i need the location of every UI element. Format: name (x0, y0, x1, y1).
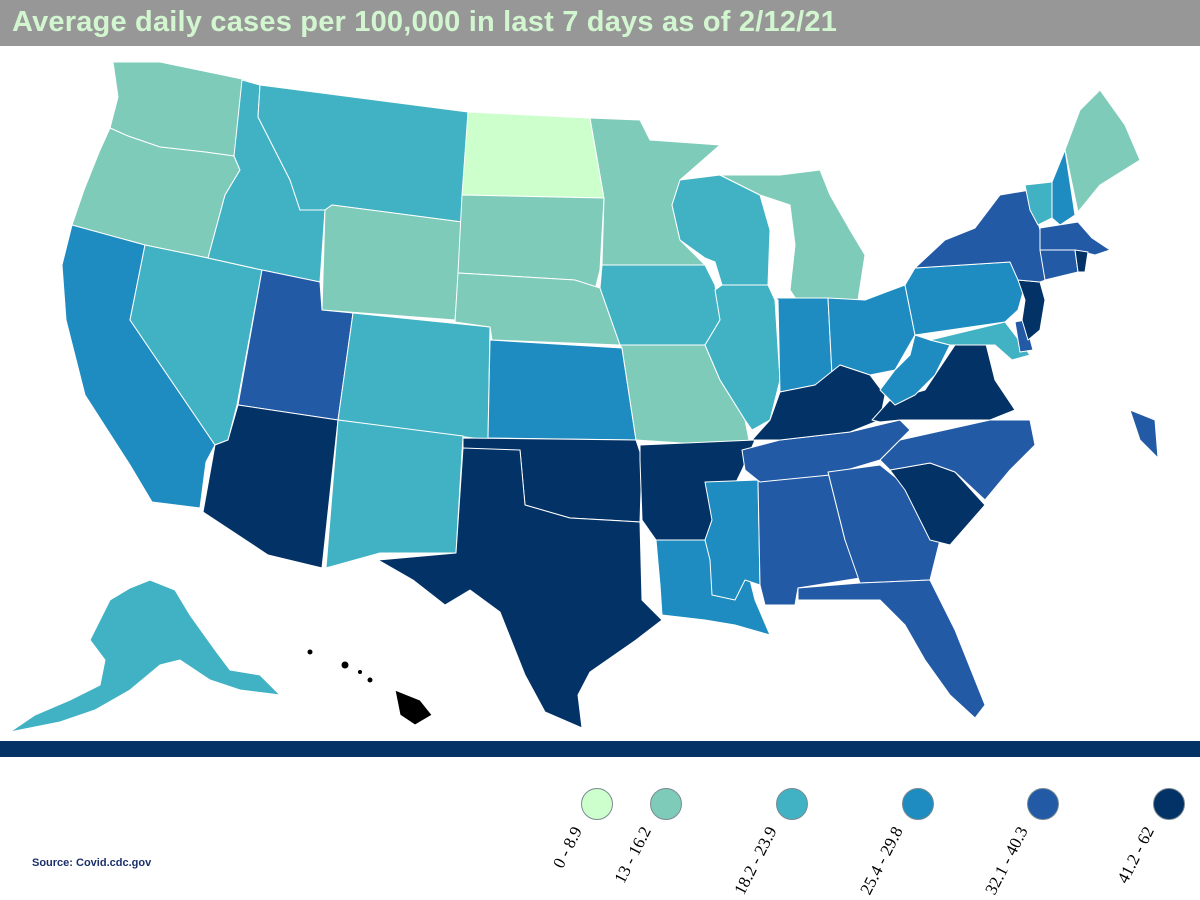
legend-label: 13 - 16.2 (610, 823, 656, 887)
legend-swatch (581, 788, 613, 820)
state-ct (1039, 249, 1079, 281)
legend-label: 0 - 8.9 (549, 823, 587, 872)
legend-swatch (1153, 788, 1185, 820)
state-hi-island (366, 676, 374, 684)
source-note: Source: Covid.cdc.gov (32, 857, 152, 869)
legend-swatch (776, 788, 808, 820)
state-ky (751, 364, 886, 441)
state-ak (9, 579, 281, 733)
legend-label: 32.1 - 40.3 (981, 823, 1033, 898)
state-nd (461, 111, 605, 199)
state-wy (321, 204, 463, 321)
divider-bar (0, 741, 1200, 757)
state-hi (394, 689, 433, 726)
state-il (704, 284, 781, 431)
legend-label: 25.4 - 29.8 (856, 823, 908, 898)
state-co (337, 312, 491, 441)
state-nm (325, 419, 464, 569)
legend-swatch (650, 788, 682, 820)
state-ks (487, 339, 637, 441)
state-ga (827, 464, 941, 584)
state-fl (797, 579, 986, 719)
legend-swatch (1027, 788, 1059, 820)
state-md (929, 321, 1031, 361)
state-hi-island (357, 669, 363, 675)
state-hi-island (340, 660, 350, 670)
us-map (9, 61, 1159, 733)
page-title: Average daily cases per 100,000 in last … (12, 6, 838, 38)
state-az (202, 404, 339, 569)
state-vt (1024, 181, 1053, 226)
legend-label: 41.2 - 62 (1113, 823, 1159, 887)
state-ia (599, 264, 721, 346)
state-nj (1017, 279, 1046, 341)
state-nh (1051, 149, 1076, 226)
state-ma-island (1129, 409, 1159, 459)
state-ri (1074, 249, 1089, 273)
state-me (1064, 89, 1141, 213)
state-tx (377, 447, 663, 729)
state-ne (454, 272, 621, 346)
legend-label: 18.2 - 23.9 (730, 823, 782, 898)
state-nc (879, 419, 1036, 501)
state-oh (827, 284, 916, 376)
state-ms (704, 479, 761, 601)
legend-swatch (902, 788, 934, 820)
title-bar: Average daily cases per 100,000 in last … (0, 0, 1200, 46)
state-de (1014, 319, 1034, 353)
state-hi-island (306, 648, 314, 656)
